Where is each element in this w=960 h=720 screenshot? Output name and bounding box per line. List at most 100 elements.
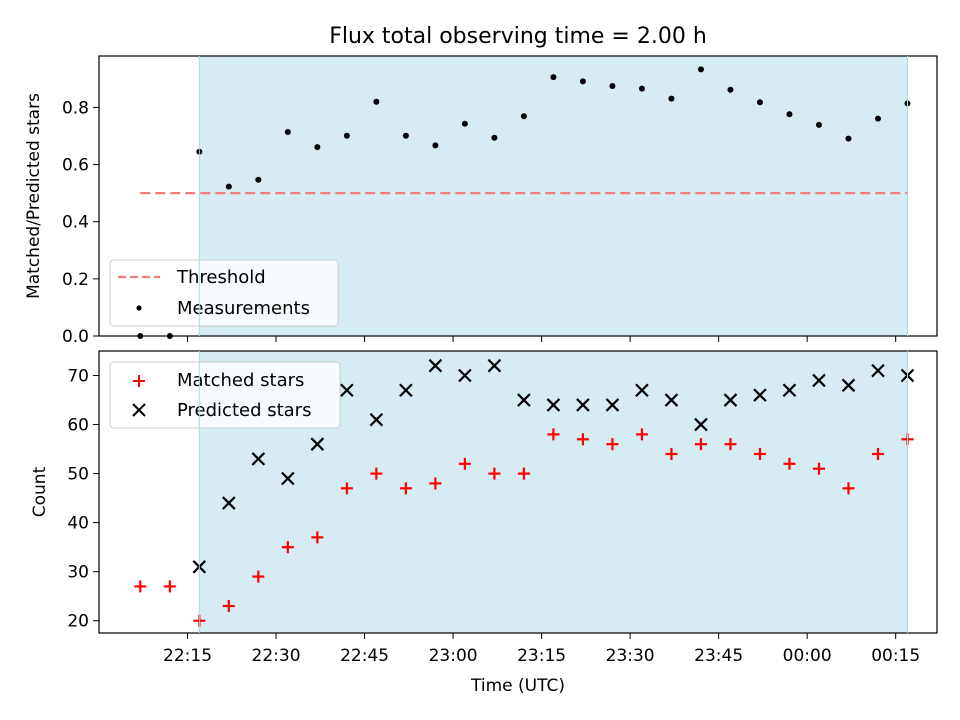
measurements-legend-swatch	[136, 305, 142, 311]
y-tick-label: 70	[67, 367, 89, 387]
matched-stars-point	[488, 467, 501, 480]
ratio-panel-y-ticks: 0.0 0.2 0.4 0.6 0.8	[62, 98, 99, 347]
ratio-legend-box	[109, 259, 339, 327]
ratio-panel: 0.00.20.40.60.8 Matched/Predicted stars …	[24, 55, 938, 347]
predicted-stars-point	[723, 393, 738, 407]
predicted-stars-points	[192, 358, 915, 574]
predicted-stars-point	[841, 378, 856, 393]
measurement-point	[432, 142, 439, 149]
predicted-stars-point	[517, 393, 531, 407]
predicted-stars-point	[605, 398, 620, 412]
y-tick-label: 0.6	[62, 156, 89, 176]
predicted-stars-point	[369, 412, 384, 427]
count-legend: Matched stars Predicted stars	[109, 361, 341, 429]
predicted-stars-point	[546, 398, 561, 412]
predicted-stars-point	[812, 373, 826, 388]
x-tick-label: 22:15	[163, 646, 212, 666]
measurement-point	[697, 66, 704, 73]
x-tick-label: 23:15	[517, 646, 566, 666]
y-tick-label: 0.8	[62, 98, 89, 118]
matched-stars-point	[871, 447, 884, 460]
measurements-legend-label: Measurements	[177, 298, 310, 319]
matched-stars-point	[517, 467, 530, 480]
measurement-point	[314, 144, 321, 151]
predicted-stars-point	[251, 452, 266, 466]
matched-stars-point	[311, 531, 324, 544]
matched-stars-points	[134, 428, 914, 627]
measurement-point	[284, 129, 291, 135]
matched-stars-point	[252, 570, 265, 583]
measurement-point	[373, 98, 380, 105]
matched-stars-point	[665, 447, 678, 460]
measurement-point	[550, 74, 557, 81]
predicted-stars-point	[281, 471, 295, 486]
y-tick-label: 30	[67, 563, 89, 583]
predicted-stars-point	[782, 383, 797, 398]
x-tick-label: 22:45	[340, 646, 389, 666]
x-tick-label: 00:00	[783, 646, 832, 666]
matched-stars-point	[222, 600, 235, 613]
matched-stars-point	[842, 482, 855, 495]
y-tick-label: 20	[67, 612, 89, 632]
x-tick-label: 23:45	[694, 646, 743, 666]
count-panel-y-ticks: 20 30 40 50 60 70	[67, 367, 99, 632]
count-y-axis-label: Count	[30, 466, 50, 517]
predicted-stars-point	[399, 383, 413, 398]
count-legend-box	[109, 361, 341, 429]
matched-stars-point	[724, 438, 737, 451]
y-tick-label: 50	[67, 465, 89, 485]
y-tick-label: 60	[67, 416, 89, 436]
predicted-stars-point	[458, 368, 472, 383]
measurement-point	[491, 134, 498, 141]
predicted-stars-point	[222, 496, 236, 510]
predicted-stars-point	[487, 358, 502, 373]
matched-stars-point	[576, 433, 589, 446]
matched-stars-point	[134, 580, 147, 593]
predicted-stars-point	[694, 417, 708, 432]
predicted-stars-point	[576, 398, 590, 412]
matched-stars-point	[753, 447, 766, 460]
measurement-point	[402, 132, 409, 139]
y-tick-label: 0.0	[62, 327, 89, 347]
matched-stars-point	[783, 457, 796, 470]
count-panel-frame	[98, 350, 938, 634]
predicted-stars-point	[753, 388, 767, 402]
measurement-point	[845, 135, 852, 142]
count-panel-x-ticks: 22:15 22:30 22:45 23:00 23:15 23:30 23:45 00:00…	[163, 633, 920, 666]
y-tick-label: 40	[67, 514, 89, 534]
measurement-point	[461, 120, 468, 127]
predicted-stars-point	[635, 383, 649, 398]
measurement-point	[343, 132, 350, 139]
threshold-legend-label: Threshold	[176, 267, 266, 288]
measurement-point	[668, 95, 675, 102]
predicted-stars-legend-label: Predicted stars	[177, 400, 311, 421]
matched-stars-point	[606, 438, 619, 451]
predicted-stars-point	[340, 383, 354, 398]
x-axis-label: Time (UTC)	[470, 676, 565, 696]
predicted-stars-point	[310, 437, 325, 451]
x-tick-label: 00:15	[871, 646, 920, 666]
x-tick-label: 23:30	[606, 646, 655, 666]
measurement-point	[225, 183, 232, 190]
x-tick-label: 22:30	[252, 646, 301, 666]
matched-stars-point	[429, 477, 442, 490]
y-tick-label: 0.4	[62, 213, 89, 233]
predicted-stars-legend-swatch	[132, 403, 146, 417]
measurement-point	[638, 85, 645, 92]
matched-stars-point	[281, 541, 294, 554]
matched-stars-legend-swatch	[133, 375, 145, 387]
x-tick-label: 23:00	[429, 646, 478, 666]
predicted-stars-point	[664, 393, 679, 407]
measurement-point	[520, 113, 527, 120]
matched-stars-point	[812, 462, 825, 475]
figure-title: Flux total observing time = 2.00 h	[329, 24, 707, 49]
matched-stars-point	[694, 438, 707, 451]
matched-stars-point	[340, 482, 353, 495]
ratio-panel-frame	[98, 55, 938, 337]
count-panel: 22:15 22:30 22:45 23:00 23:15 23:30 23:45 00:00…	[30, 350, 938, 696]
measurement-point	[609, 83, 616, 89]
matched-stars-point	[547, 428, 560, 441]
matched-stars-point	[458, 457, 471, 470]
matched-stars-point	[635, 428, 648, 441]
